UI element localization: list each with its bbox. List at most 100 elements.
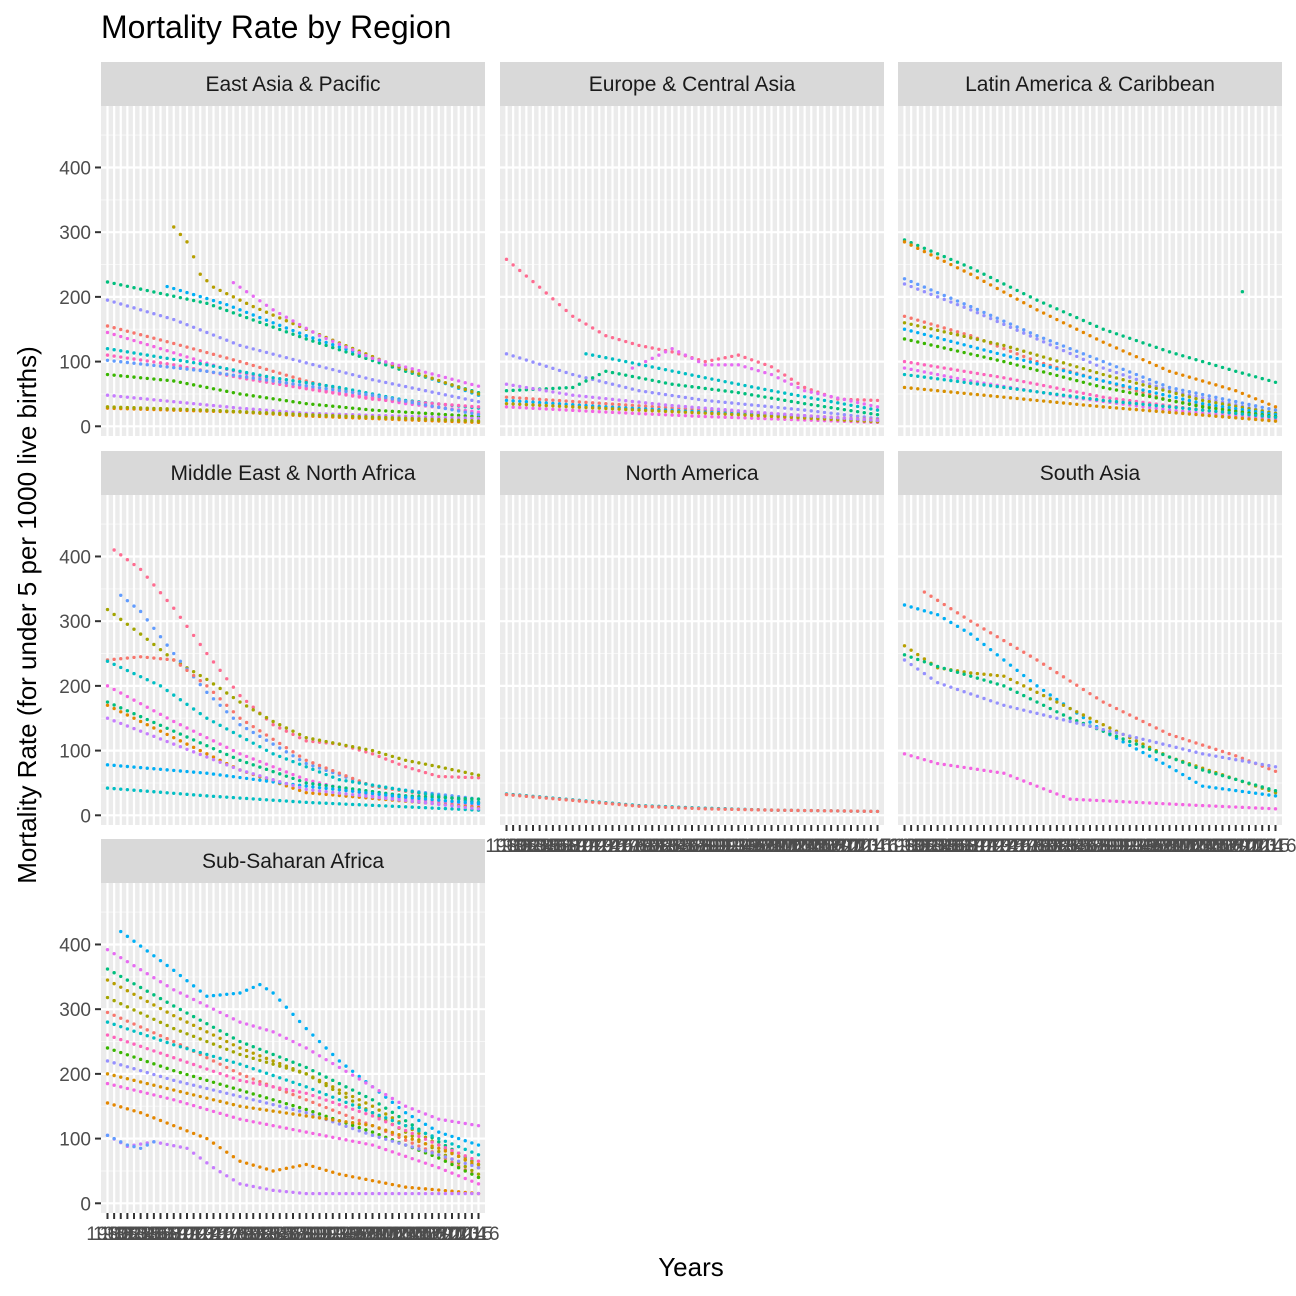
data-point (716, 407, 721, 411)
data-point (112, 703, 116, 707)
data-point (842, 416, 847, 420)
x-tick-label: 1966 (923, 836, 965, 857)
data-point (231, 730, 236, 735)
data-point (264, 374, 269, 379)
data-point (172, 351, 176, 355)
data-point (1048, 391, 1052, 396)
data-point (384, 793, 388, 797)
x-tick-label: 2009 (810, 836, 852, 857)
data-point (211, 1069, 216, 1073)
data-point (862, 410, 866, 415)
data-point (962, 628, 966, 632)
data-point (417, 1134, 421, 1139)
data-point (417, 1186, 421, 1190)
data-point (1061, 361, 1066, 365)
data-point (476, 384, 481, 388)
data-point (1194, 803, 1198, 807)
data-point (1075, 797, 1079, 802)
data-point (1041, 355, 1046, 359)
data-point (518, 356, 522, 360)
data-point (1128, 379, 1132, 384)
data-point (730, 412, 734, 417)
data-point (225, 752, 229, 757)
data-point (1055, 716, 1059, 720)
data-point (802, 413, 807, 418)
data-point (437, 1156, 441, 1160)
data-point (796, 385, 800, 390)
data-point (377, 1108, 381, 1112)
data-point (995, 286, 999, 291)
data-point (1114, 397, 1119, 401)
data-point (802, 401, 807, 406)
data-point (736, 363, 741, 367)
data-point (743, 365, 747, 369)
data-point (1015, 325, 1019, 329)
data-point (384, 1092, 388, 1097)
data-point (178, 615, 183, 619)
x-tick-label: 1962 (499, 836, 541, 857)
data-point (476, 1166, 481, 1170)
data-point (271, 991, 275, 995)
data-point (604, 801, 608, 806)
data-point (152, 354, 156, 358)
data-point (916, 318, 920, 322)
data-point (138, 376, 143, 380)
data-point (1200, 784, 1205, 788)
data-point (1035, 690, 1039, 695)
data-point (1147, 378, 1152, 382)
data-point (769, 405, 774, 409)
data-point (935, 290, 940, 295)
data-point (1273, 408, 1278, 412)
data-point (364, 1142, 368, 1146)
data-point (463, 1147, 467, 1152)
data-point (185, 355, 189, 359)
data-point (749, 393, 754, 397)
data-point (231, 341, 236, 345)
data-point (1114, 365, 1119, 369)
data-point (364, 407, 368, 412)
data-point (384, 1106, 388, 1110)
data-point (423, 797, 428, 801)
data-point (531, 795, 535, 799)
data-point (218, 335, 222, 340)
data-point (430, 1163, 434, 1168)
data-point (278, 327, 282, 332)
data-point (132, 1042, 136, 1046)
data-point (410, 805, 414, 809)
data-point (218, 1082, 222, 1086)
data-point (251, 407, 255, 411)
data-point (357, 1109, 361, 1114)
data-point (916, 330, 920, 335)
data-point (988, 313, 993, 318)
data-point (955, 368, 960, 372)
data-point (995, 316, 999, 320)
data-point (962, 263, 966, 267)
data-point (511, 354, 515, 358)
data-point (949, 390, 953, 394)
data-point (284, 774, 289, 778)
x-tick-label: 1985 (252, 1224, 294, 1245)
data-point (138, 1068, 143, 1073)
data-point (723, 412, 727, 416)
data-point (670, 413, 674, 417)
data-point (1181, 736, 1185, 741)
data-point (377, 1117, 381, 1121)
data-point (1094, 404, 1099, 408)
data-point (264, 1101, 269, 1105)
data-point (1161, 366, 1165, 371)
x-tick-label: 1990 (285, 1224, 327, 1245)
data-point (1048, 706, 1052, 711)
data-point (364, 782, 368, 786)
data-point (403, 384, 408, 389)
data-point (417, 1139, 421, 1144)
data-point (1028, 697, 1033, 701)
data-point (969, 619, 973, 623)
data-point (969, 692, 973, 696)
data-point (776, 808, 780, 812)
data-point (1061, 703, 1066, 707)
data-point (258, 982, 262, 987)
data-point (1108, 405, 1112, 410)
data-point (384, 1147, 388, 1152)
data-point (1022, 328, 1026, 332)
data-point (185, 1032, 189, 1036)
